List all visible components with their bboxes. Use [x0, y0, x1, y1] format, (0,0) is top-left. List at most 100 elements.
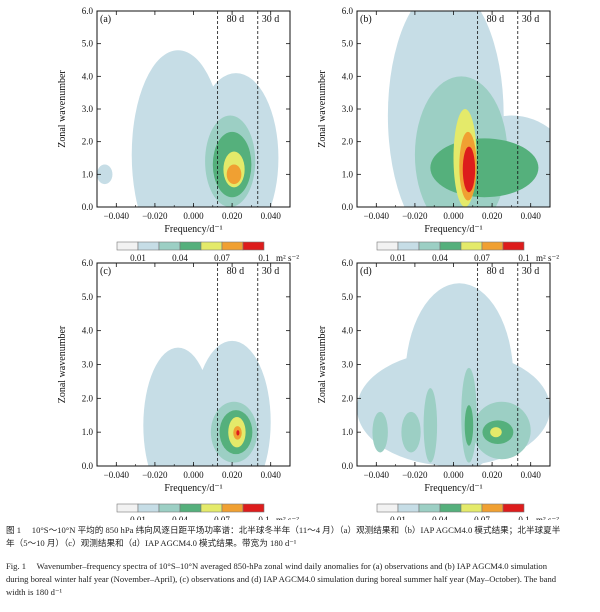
- y-tick-label: 0.0: [342, 202, 354, 212]
- colorbar-swatch: [158, 241, 181, 251]
- colorbar-tick-label: 0.07: [214, 515, 230, 520]
- y-axis-label: Zonal wavenumber: [57, 70, 68, 148]
- x-tick-label: −0.040: [364, 470, 390, 480]
- colorbar-tick-label: 0.04: [172, 515, 188, 520]
- x-tick-label: −0.020: [402, 470, 428, 480]
- period-label: 80 d: [487, 14, 505, 25]
- y-tick-label: 6.0: [82, 258, 94, 268]
- colorbar-tick-label: 0.04: [172, 253, 188, 263]
- y-tick-label: 0.0: [82, 202, 94, 212]
- y-tick-label: 3.0: [342, 360, 354, 370]
- colorbar-swatch: [397, 241, 420, 251]
- colorbar-swatch: [179, 241, 202, 251]
- y-tick-label: 6.0: [82, 6, 94, 16]
- chart-panel-d: 80 d 30 d (d) −0.040 −0.020 0.000 0.020 0.040 0.…: [317, 258, 559, 520]
- colorbar-swatch: [221, 503, 244, 513]
- colorbar-swatch: [418, 503, 441, 513]
- colorbar-swatch: [481, 503, 504, 513]
- y-axis-label: Zonal wavenumber: [57, 325, 68, 403]
- y-tick-label: 4.0: [82, 326, 94, 336]
- panel-label: (d): [360, 266, 372, 277]
- x-tick-label: −0.020: [402, 211, 428, 221]
- colorbar-swatch: [418, 241, 441, 251]
- x-tick-label: 0.000: [443, 211, 464, 221]
- colorbar-swatch: [200, 503, 223, 513]
- y-tick-label: 1.0: [342, 169, 354, 179]
- colorbar-swatch: [376, 503, 399, 513]
- x-tick-label: 0.000: [183, 211, 204, 221]
- colorbar: 0.01 0.04 0.07 0.1 m² s⁻²: [116, 241, 299, 263]
- colorbar-swatch: [439, 241, 462, 251]
- contour-fills: [97, 50, 279, 207]
- x-axis-label: Frequency/d⁻¹: [164, 483, 222, 494]
- y-tick-label: 0.0: [342, 461, 354, 471]
- colorbar-swatch: [179, 503, 202, 513]
- colorbar-swatch: [460, 503, 483, 513]
- y-tick-label: 2.0: [82, 137, 94, 147]
- x-axis-label: Frequency/d⁻¹: [424, 483, 482, 494]
- caption-cn-line1: 图 1 10°S～10°N 平均的 850 hPa 纬向风逐日距平场功率谱：北半…: [6, 525, 561, 535]
- colorbar-unit: m² s⁻²: [276, 253, 299, 263]
- x-tick-label: −0.040: [104, 211, 130, 221]
- colorbar-swatch: [158, 503, 181, 513]
- colorbar-swatch: [397, 503, 420, 513]
- y-tick-label: 5.0: [342, 292, 354, 302]
- x-axis-label: Frequency/d⁻¹: [164, 224, 222, 235]
- colorbar-unit: m² s⁻²: [536, 253, 559, 263]
- period-label: 30 d: [522, 14, 540, 25]
- colorbar-swatch: [460, 241, 483, 251]
- colorbar-swatch: [502, 503, 525, 513]
- colorbar: 0.01 0.04 0.07 0.1 m² s⁻²: [376, 241, 559, 263]
- x-tick-label: −0.020: [142, 470, 168, 480]
- colorbar-tick-label: 0.01: [390, 515, 406, 520]
- colorbar-tick-label: 0.01: [130, 253, 146, 263]
- y-tick-label: 6.0: [342, 6, 354, 16]
- y-tick-label: 2.0: [82, 393, 94, 403]
- period-label: 30 d: [522, 266, 540, 277]
- colorbar-tick-label: 0.01: [130, 515, 146, 520]
- caption-english: Fig. 1 Wavenumber–frequency spectra of 1…: [6, 560, 594, 599]
- colorbar-swatch: [242, 503, 265, 513]
- period-label: 30 d: [262, 14, 280, 25]
- colorbar-tick-label: 0.1: [518, 515, 529, 520]
- y-tick-label: 1.0: [82, 427, 94, 437]
- period-label: 80 d: [227, 266, 245, 277]
- caption-en-line3: width is 180 d⁻¹: [6, 587, 63, 597]
- colorbar-tick-label: 0.07: [474, 253, 490, 263]
- y-tick-label: 1.0: [82, 169, 94, 179]
- colorbar-tick-label: 0.1: [518, 253, 529, 263]
- y-axis-label: Zonal wavenumber: [317, 325, 328, 403]
- x-tick-label: 0.040: [261, 470, 282, 480]
- x-tick-label: 0.020: [222, 211, 243, 221]
- x-tick-label: 0.020: [222, 470, 243, 480]
- chart-panel-c: 80 d 30 d (c) −0.040 −0.020 0.000 0.020 0.040 0.…: [57, 258, 299, 520]
- x-tick-label: 0.040: [261, 211, 282, 221]
- y-tick-label: 5.0: [82, 39, 94, 49]
- x-tick-label: 0.040: [521, 211, 542, 221]
- x-tick-label: −0.020: [142, 211, 168, 221]
- x-tick-label: 0.020: [482, 470, 503, 480]
- colorbar: 0.01 0.04 0.07 0.1 m² s⁻²: [116, 503, 299, 520]
- y-tick-label: 3.0: [82, 104, 94, 114]
- caption-cn-line2: 年（5～10 月）（c）观测结果和（d）IAP AGCM4.0 模式结果。带宽为…: [6, 538, 297, 548]
- colorbar-swatch: [116, 503, 139, 513]
- y-tick-label: 4.0: [342, 71, 354, 81]
- contour-fill-level-2: [423, 388, 438, 463]
- y-tick-label: 3.0: [342, 104, 354, 114]
- colorbar-swatch: [116, 241, 139, 251]
- colorbar-tick-label: 0.07: [474, 515, 490, 520]
- period-label: 80 d: [487, 266, 505, 277]
- panel-label: (c): [100, 266, 111, 277]
- period-label: 80 d: [227, 14, 245, 25]
- y-tick-label: 0.0: [82, 461, 94, 471]
- colorbar-swatch: [502, 241, 525, 251]
- contour-fill-level-3: [430, 138, 539, 198]
- panel-label: (b): [360, 14, 372, 25]
- panel-label: (a): [100, 14, 111, 25]
- y-tick-label: 1.0: [342, 427, 354, 437]
- period-label: 30 d: [262, 266, 280, 277]
- y-tick-label: 4.0: [82, 71, 94, 81]
- caption-chinese: 图 1 10°S～10°N 平均的 850 hPa 纬向风逐日距平场功率谱：北半…: [6, 524, 594, 550]
- contour-fill-level-2: [401, 411, 421, 453]
- y-tick-label: 6.0: [342, 258, 354, 268]
